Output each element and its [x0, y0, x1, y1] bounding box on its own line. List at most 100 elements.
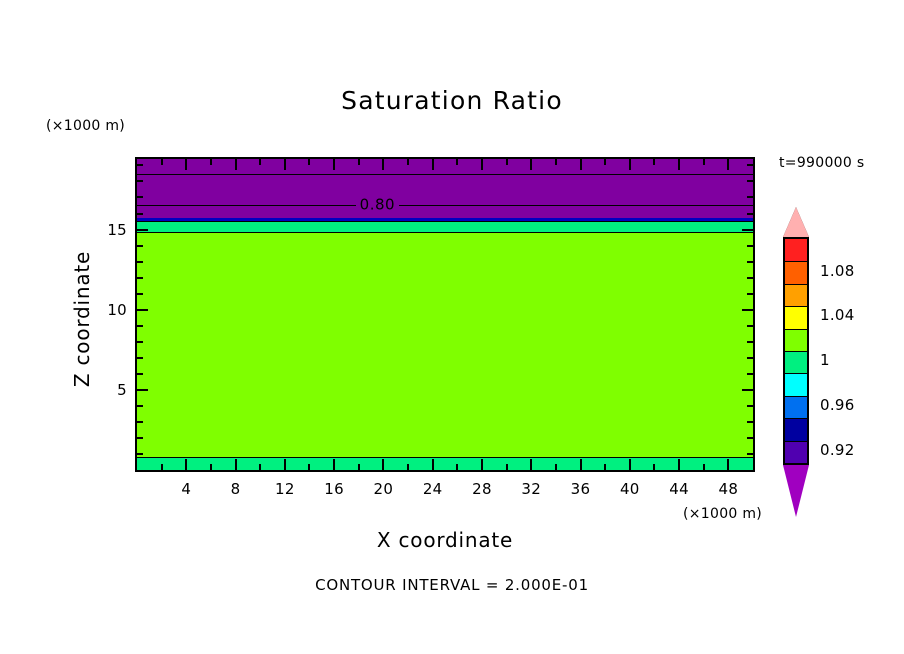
x-axis-tick-top — [579, 159, 582, 170]
x-axis-title: X coordinate — [376, 528, 514, 552]
colorbar-segment — [785, 261, 807, 284]
colorbar-divider — [785, 396, 807, 397]
x-axis-tick — [357, 464, 360, 470]
contour-line — [137, 174, 753, 175]
y-axis-tick-right — [747, 404, 753, 407]
x-axis-tick-top — [308, 159, 311, 165]
y-axis-tick — [137, 212, 143, 215]
x-axis-tick-top — [480, 159, 483, 170]
x-axis-tick — [554, 464, 557, 470]
colorbar-divider — [785, 351, 807, 352]
x-axis-tick-label: 40 — [619, 480, 640, 498]
x-axis-tick-top — [456, 159, 459, 165]
x-axis-tick-top — [259, 159, 262, 165]
y-axis-tick-right — [747, 244, 753, 247]
x-axis-tick — [407, 464, 410, 470]
x-axis-tick-label: 36 — [570, 480, 591, 498]
y-axis-tick — [137, 404, 143, 407]
colorbar-segment — [785, 440, 807, 463]
contour-band — [137, 221, 753, 232]
contour-label: 0.80 — [355, 197, 400, 213]
y-axis-tick — [137, 180, 143, 183]
y-axis-tick-right — [742, 388, 753, 391]
contour-band — [137, 159, 753, 189]
x-axis-tick — [283, 459, 286, 470]
contour-line — [137, 232, 753, 233]
x-axis-tick-top — [554, 159, 557, 165]
x-axis-tick-label: 8 — [230, 480, 241, 498]
x-axis-tick — [259, 464, 262, 470]
contour-band — [137, 188, 753, 205]
y-axis-tick — [137, 388, 148, 391]
x-axis-tick — [628, 459, 631, 470]
colorbar-tick-label: 1.08 — [820, 261, 855, 280]
y-axis-tick — [137, 324, 143, 327]
x-axis-tick — [653, 464, 656, 470]
colorbar-tick-label: 0.92 — [820, 440, 855, 459]
x-axis-tick — [579, 459, 582, 470]
y-axis-tick — [137, 164, 143, 167]
x-axis-tick-label: 12 — [274, 480, 295, 498]
y-axis-tick — [137, 244, 143, 247]
y-axis-tick — [137, 276, 143, 279]
x-axis-tick-label: 32 — [521, 480, 542, 498]
colorbar-segment — [785, 395, 807, 419]
y-axis-units-label: (×1000 m) — [46, 118, 126, 134]
y-axis-tick-right — [747, 292, 753, 295]
x-axis-tick — [727, 459, 730, 470]
x-axis-tick-label: 48 — [718, 480, 739, 498]
x-axis-tick-top — [209, 159, 212, 165]
contour-band — [137, 217, 753, 222]
x-axis-tick-top — [431, 159, 434, 170]
y-axis-tick — [137, 292, 143, 295]
colorbar-segment — [785, 239, 807, 262]
x-axis-tick — [209, 464, 212, 470]
x-axis-tick — [234, 459, 237, 470]
contour-line — [137, 221, 753, 222]
y-axis-tick-right — [747, 340, 753, 343]
colorbar-divider — [785, 418, 807, 419]
y-axis-tick-right — [747, 196, 753, 199]
x-axis-tick — [382, 459, 385, 470]
colorbar-tick-label: 0.96 — [820, 396, 855, 414]
y-axis-tick — [137, 308, 148, 311]
x-axis-tick — [308, 464, 311, 470]
contour-line — [137, 457, 753, 458]
x-axis-tick-top — [357, 159, 360, 165]
x-axis-tick-top — [234, 159, 237, 170]
y-axis-tick — [137, 356, 143, 359]
colorbar-segment — [785, 306, 807, 329]
x-axis-tick-top — [628, 159, 631, 170]
x-axis-tick-label: 44 — [669, 480, 689, 498]
x-axis-tick — [333, 459, 336, 470]
y-axis-tick — [137, 340, 143, 343]
contour-band — [137, 231, 753, 458]
y-axis-tick — [137, 436, 143, 439]
y-axis-tick-right — [747, 372, 753, 375]
colorbar-divider — [785, 284, 807, 285]
x-axis-tick — [604, 464, 607, 470]
x-axis-tick — [530, 459, 533, 470]
colorbar-divider — [785, 261, 807, 262]
y-axis-tick — [137, 420, 143, 423]
x-axis-tick-label: 28 — [472, 480, 492, 498]
colorbar-cap-bottom — [783, 465, 809, 517]
x-axis-tick-top — [678, 159, 681, 170]
x-axis-tick — [505, 464, 508, 470]
colorbar — [783, 237, 809, 465]
x-axis-tick-top — [604, 159, 607, 165]
x-axis-tick-top — [160, 159, 163, 165]
x-axis-tick — [431, 459, 434, 470]
y-axis-tick — [137, 196, 143, 199]
time-annotation: t=990000 s — [779, 155, 865, 171]
y-axis-tick-right — [747, 356, 753, 359]
colorbar-tick-label: 1.04 — [820, 306, 855, 325]
x-axis-tick-top — [530, 159, 533, 170]
y-axis-tick-right — [742, 308, 753, 311]
x-axis-tick-top — [185, 159, 188, 170]
x-axis-tick-top — [727, 159, 730, 170]
x-axis-tick — [702, 464, 705, 470]
page-title: Saturation Ratio — [341, 86, 563, 115]
x-axis-tick — [456, 464, 459, 470]
